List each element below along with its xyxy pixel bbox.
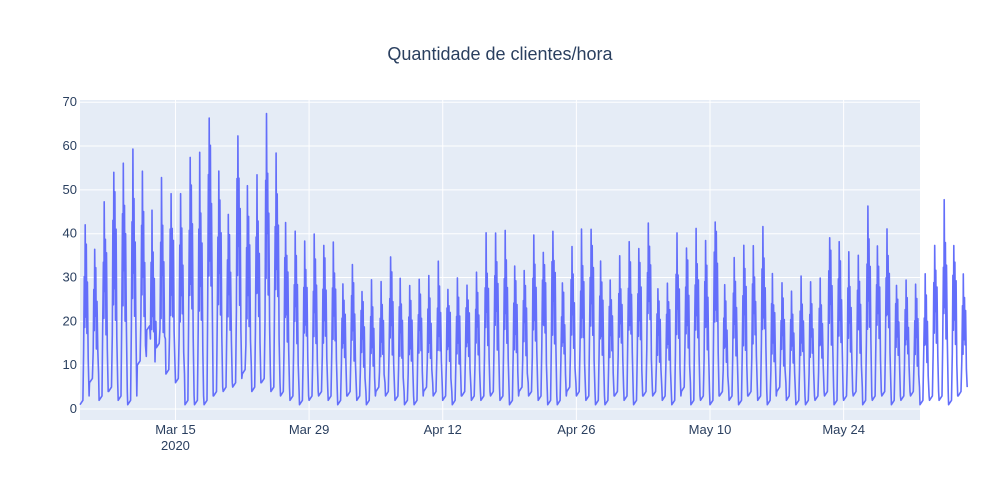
y-tick-label: 40 xyxy=(63,226,77,241)
y-tick-label: 20 xyxy=(63,313,77,328)
y-tick-label: 0 xyxy=(70,401,77,416)
x-tick-label: Apr 26 xyxy=(557,422,595,437)
x-tick-label: May 24 xyxy=(822,422,865,437)
y-tick-label: 50 xyxy=(63,182,77,197)
x-tick-sublabel: 2020 xyxy=(161,438,190,453)
x-tick-label: May 10 xyxy=(689,422,732,437)
series-layer xyxy=(79,112,968,406)
y-tick-label: 30 xyxy=(63,270,77,285)
x-tick-label: Mar 15 xyxy=(155,422,195,437)
series-line xyxy=(79,112,968,406)
y-tick-label: 10 xyxy=(63,357,77,372)
chart-title: Quantidade de clientes/hora xyxy=(387,44,613,64)
y-axis: 0 10 20 30 40 50 60 70 xyxy=(63,94,77,416)
x-tick-label: Mar 29 xyxy=(289,422,329,437)
y-tick-label: 70 xyxy=(63,94,77,109)
y-tick-label: 60 xyxy=(63,138,77,153)
x-tick-label: Apr 12 xyxy=(424,422,462,437)
